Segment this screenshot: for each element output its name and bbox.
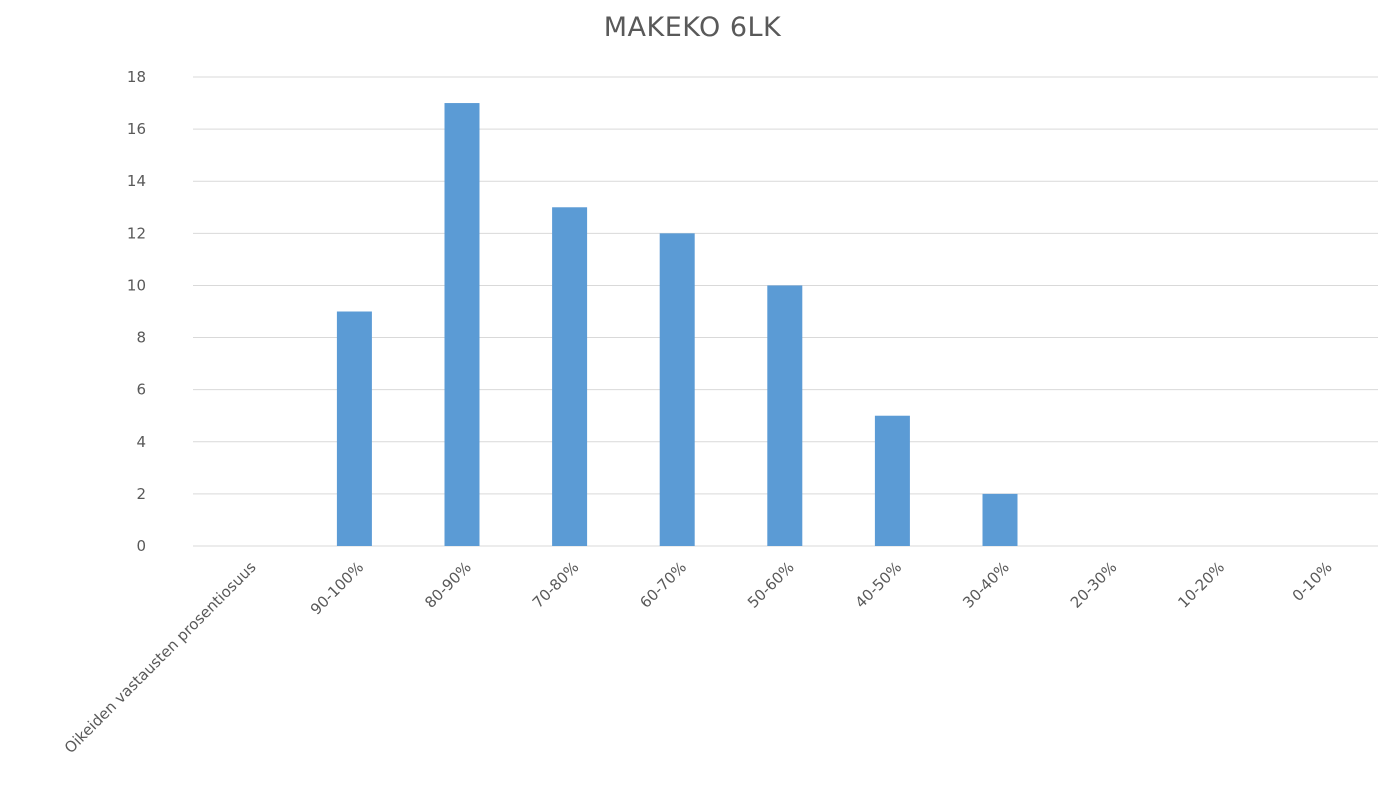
x-tick-label: Oikeiden vastausten prosentiosuus [61,558,260,757]
x-tick-label: 80-90% [421,558,475,612]
y-tick-label: 18 [127,68,146,86]
y-tick-label: 16 [127,120,146,138]
x-tick-label: 40-50% [852,558,906,612]
bar [444,103,480,547]
x-tick-label: 90-100% [307,558,367,618]
y-tick-label: 4 [136,433,146,451]
x-tick-label: 30-40% [959,558,1013,612]
x-axis-ticks: Oikeiden vastausten prosentiosuus 90-100%… [61,558,1336,757]
bar [552,207,588,546]
y-tick-label: 2 [136,485,146,503]
chart-title: MAKEKO 6LK [603,12,782,43]
bar [767,285,803,546]
x-tick-label: 70-80% [529,558,583,612]
x-tick-label: 20-30% [1067,558,1121,612]
y-tick-label: 14 [127,172,146,190]
bar [336,311,372,546]
x-tick-label: 10-20% [1174,558,1228,612]
bar [659,233,695,547]
x-tick-label: 50-60% [744,558,798,612]
y-tick-label: 12 [127,224,146,242]
bars [336,103,1018,547]
y-tick-label: 0 [136,537,146,555]
bar [982,493,1018,546]
y-axis-ticks: 0 2 4 6 8 10 12 14 16 18 [127,68,146,555]
y-tick-label: 8 [136,329,146,347]
y-tick-label: 6 [136,381,146,399]
x-tick-label: 60-70% [636,558,690,612]
bar [874,415,910,546]
y-tick-label: 10 [127,276,146,294]
x-tick-label: 0-10% [1289,558,1336,605]
